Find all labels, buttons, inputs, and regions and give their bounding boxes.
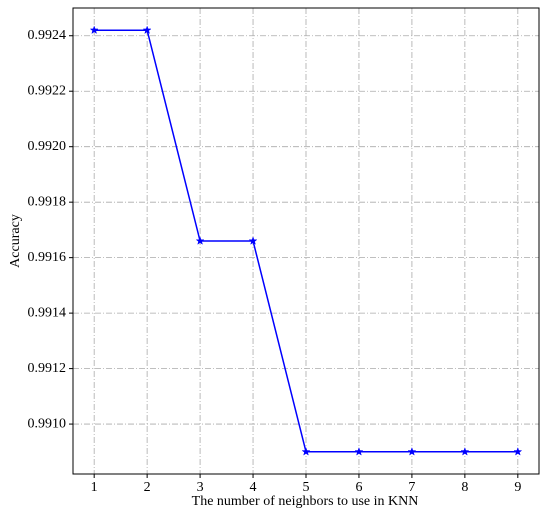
x-tick-label: 9: [514, 480, 521, 495]
x-tick-label: 8: [461, 480, 468, 495]
x-tick-label: 2: [144, 480, 151, 495]
y-tick-label: 0.9918: [28, 194, 67, 209]
y-tick-label: 0.9912: [28, 361, 67, 376]
y-tick-label: 0.9916: [28, 250, 67, 265]
point-marker: [142, 25, 152, 35]
y-tick-label: 0.9914: [28, 305, 67, 320]
point-marker: [301, 447, 311, 456]
point-marker: [460, 447, 470, 456]
x-tick-label: 3: [197, 480, 204, 495]
x-tick-label: 1: [91, 480, 98, 495]
point-marker: [195, 236, 205, 245]
point-marker: [89, 25, 99, 35]
point-marker: [354, 447, 364, 456]
x-tick-label: 4: [250, 480, 257, 495]
x-tick-label: 5: [303, 480, 310, 495]
y-tick-label: 0.9910: [28, 416, 67, 431]
x-tick-label: 7: [408, 480, 415, 495]
y-tick-label: 0.9920: [28, 139, 67, 154]
y-tick-label: 0.9922: [28, 83, 67, 98]
x-tick-label: 6: [355, 480, 362, 495]
y-axis-label: Accuracy: [8, 214, 23, 268]
x-axis-label: The number of neighbors to use in KNN: [192, 494, 419, 509]
point-marker: [407, 447, 417, 456]
point-marker: [513, 447, 523, 456]
plot-frame: [72, 7, 540, 475]
y-tick-label: 0.9924: [28, 28, 67, 43]
point-marker: [248, 236, 258, 245]
